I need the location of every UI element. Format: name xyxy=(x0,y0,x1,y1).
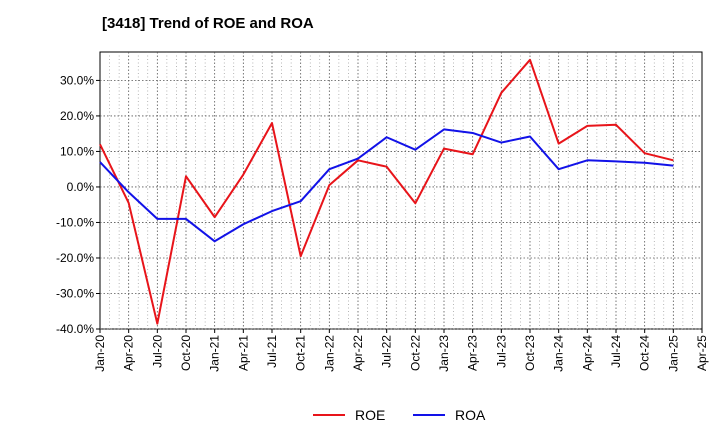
x-tick-label: Jul-22 xyxy=(380,335,394,368)
data-point-roe xyxy=(586,125,588,127)
data-point-roe xyxy=(156,323,158,325)
x-tick-label: Oct-21 xyxy=(294,335,308,371)
data-point-roe xyxy=(128,202,130,204)
data-point-roe xyxy=(328,184,330,186)
data-point-roa xyxy=(214,240,216,242)
y-tick-label: -30.0% xyxy=(56,286,94,300)
data-point-roe xyxy=(185,175,187,177)
data-point-roe xyxy=(414,202,416,204)
x-tick-label: Oct-22 xyxy=(408,335,422,371)
data-point-roa xyxy=(672,165,674,167)
x-tick-label: Apr-20 xyxy=(122,335,136,371)
data-point-roe xyxy=(242,174,244,176)
data-point-roa xyxy=(529,136,531,138)
data-point-roa xyxy=(99,161,101,163)
x-tick-label: Jul-21 xyxy=(265,335,279,368)
y-tick-label: -40.0% xyxy=(56,322,94,336)
y-tick-label: 10.0% xyxy=(60,144,94,158)
x-tick-label: Jan-21 xyxy=(208,335,222,372)
data-point-roa xyxy=(443,128,445,130)
x-tick-label: Jan-23 xyxy=(437,335,451,372)
x-tick-label: Jul-23 xyxy=(494,335,508,368)
y-tick-label: 30.0% xyxy=(60,73,94,87)
x-tick-label: Jan-24 xyxy=(552,335,566,372)
data-point-roa xyxy=(472,132,474,134)
data-point-roe xyxy=(443,148,445,150)
legend-label-roe: ROE xyxy=(355,407,385,423)
series-line-roa xyxy=(99,128,674,243)
data-point-roe xyxy=(615,124,617,126)
y-tick-label: 0.0% xyxy=(67,180,95,194)
data-point-roe xyxy=(214,216,216,218)
data-point-roa xyxy=(328,168,330,170)
x-tick-label: Jan-20 xyxy=(93,335,107,372)
data-point-roa xyxy=(586,159,588,161)
data-point-roe xyxy=(271,122,273,124)
y-tick-label: 20.0% xyxy=(60,109,94,123)
x-tick-label: Jul-20 xyxy=(150,335,164,368)
data-point-roe xyxy=(472,153,474,155)
chart-title: [3418] Trend of ROE and ROA xyxy=(102,15,314,32)
data-point-roa xyxy=(615,160,617,162)
data-point-roa xyxy=(271,210,273,212)
data-point-roa xyxy=(500,142,502,144)
data-point-roa xyxy=(386,136,388,138)
data-point-roe xyxy=(644,152,646,154)
x-tick-label: Apr-25 xyxy=(695,335,709,371)
x-tick-label: Oct-24 xyxy=(638,335,652,371)
data-point-roe xyxy=(386,166,388,168)
x-tick-label: Jan-25 xyxy=(666,335,680,372)
data-point-roa xyxy=(156,218,158,220)
data-point-roa xyxy=(300,200,302,202)
x-tick-label: Apr-22 xyxy=(351,335,365,371)
data-point-roe xyxy=(529,59,531,61)
x-tick-label: Oct-23 xyxy=(523,335,537,371)
y-tick-label: -20.0% xyxy=(56,251,94,265)
y-tick-label: -10.0% xyxy=(56,215,94,229)
data-point-roa xyxy=(357,158,359,160)
data-point-roa xyxy=(414,149,416,151)
series-line-roe xyxy=(99,58,674,325)
data-point-roa xyxy=(242,223,244,225)
x-tick-label: Apr-21 xyxy=(236,335,250,371)
data-point-roe xyxy=(672,159,674,161)
data-point-roa xyxy=(185,218,187,220)
data-point-roa xyxy=(644,162,646,164)
data-point-roe xyxy=(300,255,302,257)
x-tick-label: Jan-22 xyxy=(322,335,336,372)
data-point-roa xyxy=(128,191,130,193)
plot-area xyxy=(99,51,703,330)
data-point-roe xyxy=(99,143,101,145)
data-point-roe xyxy=(558,143,560,145)
x-tick-label: Apr-24 xyxy=(580,335,594,371)
x-tick-label: Oct-20 xyxy=(179,335,193,371)
x-tick-label: Apr-23 xyxy=(466,335,480,371)
data-point-roe xyxy=(500,92,502,94)
data-point-roa xyxy=(558,168,560,170)
x-tick-label: Jul-24 xyxy=(609,335,623,368)
legend-label-roa: ROA xyxy=(455,407,486,423)
